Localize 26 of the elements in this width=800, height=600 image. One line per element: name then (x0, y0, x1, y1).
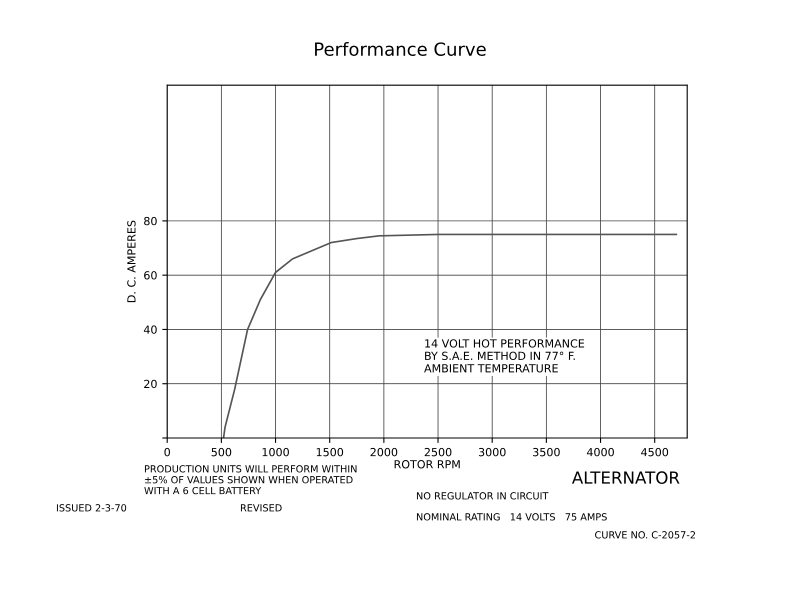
y-tick-label: 40 (144, 325, 157, 334)
text: NO REGULATOR IN CIRCUIT (416, 492, 548, 500)
text: ALTERNATOR (572, 471, 680, 484)
text: REVISED (240, 504, 282, 512)
x-tick-label: 3000 (478, 448, 506, 456)
x-tick-label: 4500 (641, 448, 668, 456)
x-tick-label: 1500 (316, 448, 344, 456)
x-tick-label: 500 (212, 448, 232, 456)
x-tick-label: 3500 (533, 448, 560, 456)
text: NOMINAL RATING 14 VOLTS 75 AMPS (416, 513, 607, 521)
text: PRODUCTION UNITS WILL PERFORM WITHIN ±5% OF VALUES SHOWN WHEN OPERATED WITH A 6 CELL BATTERY (144, 465, 356, 494)
x-tick-label: 0 (164, 448, 170, 456)
x-axis-title: ROTOR RPM (394, 460, 460, 468)
y-tick-label: 60 (144, 271, 157, 280)
y-axis-title: D. C. AMPERES (127, 220, 136, 302)
y-tick-label: 20 (144, 380, 157, 388)
x-tick-label: 2000 (370, 448, 398, 456)
chart-title: Performance Curve (315, 42, 486, 56)
x-tick-label: 2500 (424, 448, 452, 456)
text: ISSUED 2-3-70 (56, 504, 126, 512)
annotation: 14 VOLT HOT PERFORMANCE BY S.A.E. METHOD IN 77° F. AMBIENT TEMPERATURE (424, 339, 584, 372)
x-tick-label: 4000 (586, 448, 614, 456)
y-tick-label: 80 (144, 216, 157, 226)
line-series (222, 234, 678, 438)
x-tick-label: 1000 (262, 448, 289, 456)
text: CURVE NO. C-2057-2 (595, 531, 696, 539)
